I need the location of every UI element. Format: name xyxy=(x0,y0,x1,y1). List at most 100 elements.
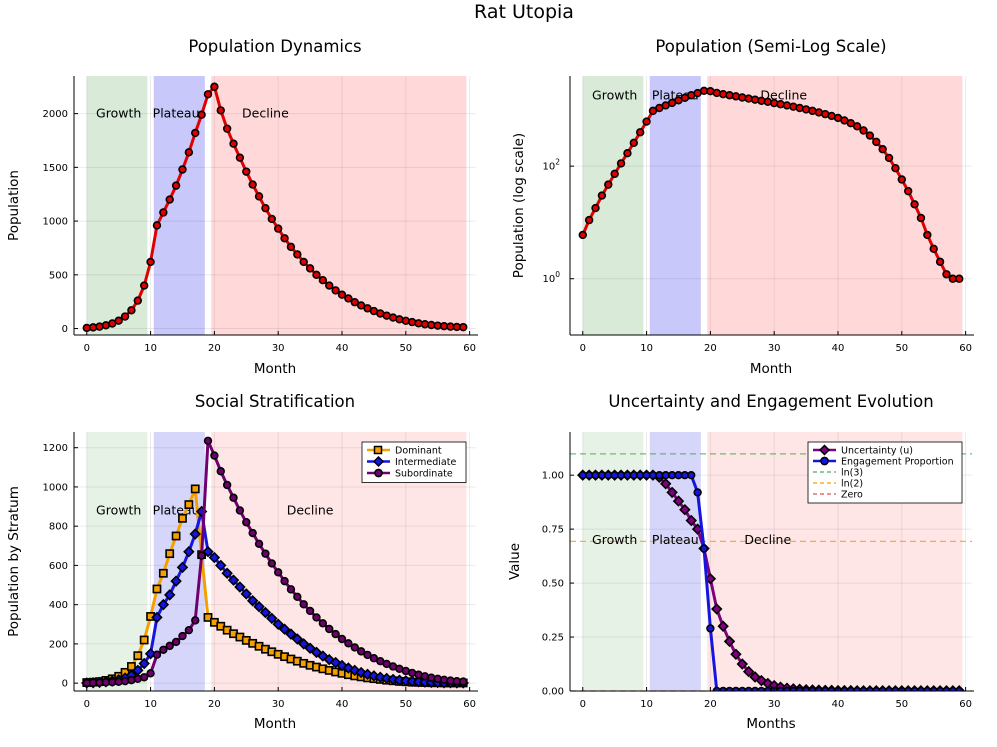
x-tick-label: 60 xyxy=(959,343,972,354)
data-point xyxy=(159,208,168,217)
data-point xyxy=(293,250,302,259)
data-point xyxy=(878,145,887,154)
data-point xyxy=(234,581,246,593)
data-point xyxy=(331,286,340,295)
data-point xyxy=(711,603,723,615)
chart-panel-1: Growth Plateau Decline 0 10 20 30 40 50 60 0 500 100… xyxy=(6,37,478,377)
data-point xyxy=(235,506,245,515)
data-point xyxy=(325,624,334,634)
data-point xyxy=(114,316,123,325)
data-point xyxy=(261,203,270,213)
phase-label-decline: Decline xyxy=(744,532,791,547)
data-point xyxy=(935,257,945,266)
data-point xyxy=(291,633,304,645)
data-point xyxy=(261,549,270,558)
data-point xyxy=(318,619,328,628)
phase-label-growth: Growth xyxy=(96,502,141,517)
x-tick-label: 40 xyxy=(336,699,349,710)
data-point xyxy=(197,551,206,560)
y-axis-label: Population by Stratum xyxy=(6,486,22,637)
legend-marker xyxy=(373,445,383,455)
y-tick-label: 1500 xyxy=(43,163,68,174)
data-point xyxy=(253,600,265,613)
x-axis-label: Month xyxy=(750,361,792,377)
plot-area xyxy=(578,86,964,283)
data-point xyxy=(285,628,297,640)
data-point xyxy=(120,312,130,321)
data-point xyxy=(666,486,678,499)
data-point xyxy=(361,668,374,681)
legend-label: Uncertainty (u) xyxy=(841,446,913,457)
data-point xyxy=(210,451,219,460)
data-point xyxy=(337,634,347,644)
y-tick-label: 0 xyxy=(62,324,68,335)
data-point xyxy=(685,514,697,527)
y-tick-label: 102 xyxy=(542,158,560,173)
data-point xyxy=(127,306,136,315)
data-point xyxy=(852,122,862,131)
data-point xyxy=(736,658,749,670)
data-point xyxy=(635,128,645,137)
data-point xyxy=(163,589,176,601)
data-point xyxy=(165,549,175,559)
x-tick-label: 10 xyxy=(144,699,157,710)
x-tick-label: 60 xyxy=(959,699,972,710)
data-point xyxy=(210,82,219,91)
data-point xyxy=(139,281,149,290)
data-point xyxy=(363,650,372,660)
data-point xyxy=(158,568,168,578)
data-point xyxy=(742,665,755,678)
data-point xyxy=(139,673,149,682)
data-point xyxy=(884,153,894,163)
phase-band-plateau xyxy=(153,76,205,335)
data-point xyxy=(159,645,168,654)
x-tick-label: 0 xyxy=(580,343,586,354)
data-point xyxy=(242,518,251,527)
legend-marker xyxy=(820,456,829,466)
data-point xyxy=(170,575,182,587)
data-point xyxy=(693,488,702,497)
data-point xyxy=(178,513,187,523)
chart-title: Social Stratification xyxy=(195,392,355,411)
data-point xyxy=(610,169,619,179)
data-point xyxy=(254,192,264,201)
y-tick-label: 200 xyxy=(49,639,68,650)
data-point xyxy=(597,191,607,200)
y-axis-label: Population xyxy=(6,170,22,241)
data-point xyxy=(865,131,875,140)
data-point xyxy=(459,322,468,332)
data-point xyxy=(216,467,225,476)
data-point xyxy=(138,657,150,670)
data-point xyxy=(672,495,685,507)
data-point xyxy=(133,296,143,305)
data-point xyxy=(157,598,170,611)
data-point xyxy=(344,294,353,303)
legend-marker xyxy=(372,455,385,468)
x-tick-label: 40 xyxy=(336,343,349,354)
x-axis-label: Months xyxy=(746,716,795,732)
data-point xyxy=(910,200,919,209)
data-point xyxy=(266,612,278,625)
data-point xyxy=(152,650,162,659)
chart-title: Population (Semi-Log Scale) xyxy=(655,37,886,56)
x-tick-label: 20 xyxy=(704,343,717,354)
x-tick-label: 20 xyxy=(208,343,221,354)
data-point xyxy=(623,148,632,158)
y-tick-label: 0.25 xyxy=(542,633,564,644)
data-point xyxy=(229,139,238,148)
data-point xyxy=(152,584,162,594)
data-point xyxy=(133,651,143,661)
legend-label: ln(3) xyxy=(841,468,863,479)
data-point xyxy=(146,257,155,267)
phase-band-growth xyxy=(582,76,644,335)
phase-band-growth xyxy=(86,432,148,691)
data-point xyxy=(222,480,232,490)
data-point xyxy=(325,281,334,290)
data-point xyxy=(178,165,187,174)
data-point xyxy=(310,646,323,659)
x-tick-label: 50 xyxy=(399,343,412,354)
data-point xyxy=(273,224,283,233)
